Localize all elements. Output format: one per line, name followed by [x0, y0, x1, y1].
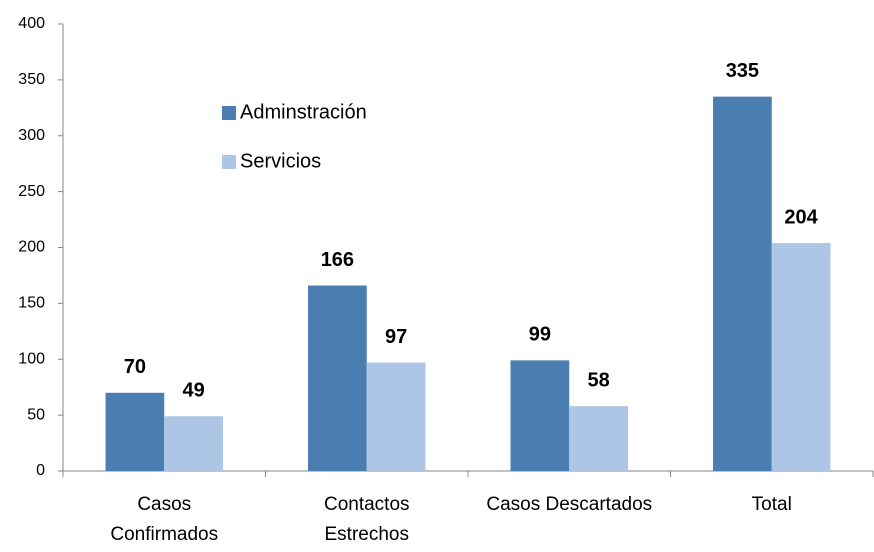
x-tick-label-line: Confirmados: [110, 524, 218, 545]
x-tick-label-line: Estrechos: [325, 524, 409, 545]
bar: [308, 285, 367, 471]
value-label: 335: [726, 60, 759, 82]
y-tick-label: 100: [18, 350, 45, 367]
bar: [569, 406, 628, 471]
legend-label: Adminstración: [240, 101, 367, 123]
y-tick-label: 400: [18, 15, 45, 32]
x-tick-label: Casos Confirmados: [110, 494, 218, 545]
value-label: 58: [587, 369, 609, 391]
x-tick-label-line: Casos Descartados: [486, 494, 652, 515]
y-tick-label: 300: [18, 127, 45, 144]
y-tick-label: 250: [18, 183, 45, 200]
legend-swatch: [222, 106, 236, 120]
bar: [366, 362, 426, 471]
bar: [164, 416, 223, 471]
legend-label: Servicios: [240, 150, 321, 172]
value-label: 97: [385, 326, 407, 348]
x-tick-label-line: Contactos: [324, 494, 410, 515]
y-tick-label: 50: [27, 406, 45, 423]
y-tick-label: 150: [18, 295, 45, 312]
x-tick-label: Contactos Estrechos: [324, 494, 410, 545]
y-tick-label: 350: [18, 71, 45, 88]
x-tick-label-line: Total: [752, 494, 792, 515]
x-tick-label: Total: [752, 494, 792, 515]
y-tick-label: 200: [18, 239, 45, 256]
value-label: 99: [529, 324, 551, 346]
bar: [713, 96, 772, 471]
bar: [510, 360, 570, 471]
bar: [105, 392, 165, 471]
bar: [771, 243, 831, 471]
value-label: 49: [182, 380, 204, 402]
x-tick-label: Casos Descartados: [486, 494, 652, 515]
x-tick-label-line: Casos: [137, 494, 191, 515]
y-tick-label: 0: [36, 462, 45, 479]
legend-swatch: [222, 155, 236, 169]
value-label: 70: [124, 356, 146, 378]
value-label: 204: [784, 206, 818, 228]
value-label: 166: [321, 249, 354, 271]
